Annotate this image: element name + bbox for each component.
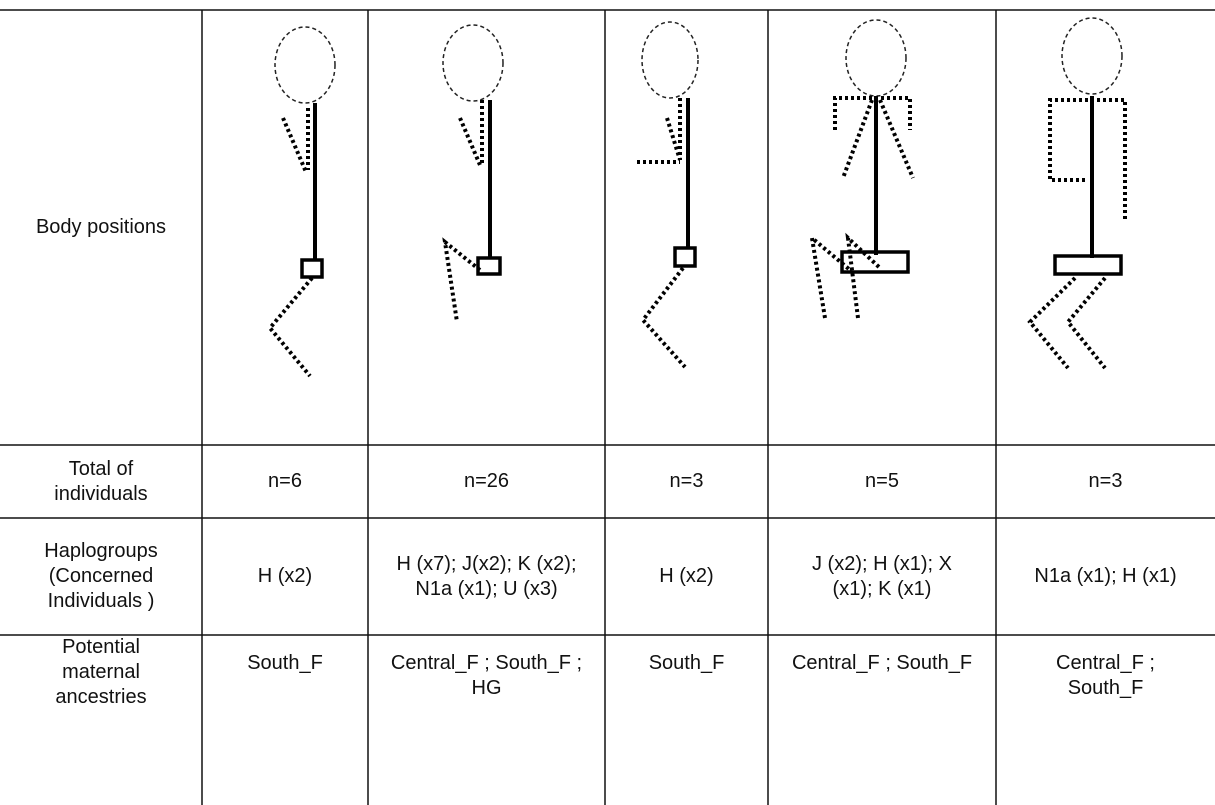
table-cell: Central_F ; South_F ; HG bbox=[390, 652, 583, 699]
row-header: Haplogroups (Concerned Individuals ) bbox=[44, 540, 158, 612]
figure-2 bbox=[442, 24, 504, 323]
table-cell: Central_F ; South_F bbox=[1056, 652, 1155, 699]
table-cell: H (x7); J(x2); K (x2); N1a (x1); U (x3) bbox=[396, 552, 577, 600]
table-cell: n=5 bbox=[865, 470, 899, 492]
table-cell: South_F bbox=[247, 652, 323, 674]
table-cell: n=6 bbox=[268, 470, 302, 492]
row-header: Potential maternal ancestries bbox=[55, 636, 147, 708]
table-cell: J (x2); H (x1); X (x1); K (x1) bbox=[811, 552, 952, 600]
table-cell: n=3 bbox=[1088, 470, 1123, 492]
figure-1 bbox=[267, 26, 336, 378]
table-cell: H (x2) bbox=[257, 565, 313, 587]
table-cell: Central_F ; South_F bbox=[791, 652, 973, 674]
table-cell: n=3 bbox=[669, 470, 704, 492]
figure-3 bbox=[637, 21, 699, 369]
table-cell: South_F bbox=[648, 652, 725, 674]
table-cell: n=26 bbox=[463, 470, 510, 492]
row-header: Body positions bbox=[35, 216, 167, 238]
table-grid bbox=[0, 9, 1215, 805]
row-header: Total of individuals bbox=[54, 457, 148, 505]
figure-4 bbox=[809, 19, 915, 319]
table-cell: H (x2) bbox=[659, 565, 714, 587]
figure-5 bbox=[1027, 17, 1127, 370]
table-cell: N1a (x1); H (x1) bbox=[1034, 565, 1177, 587]
